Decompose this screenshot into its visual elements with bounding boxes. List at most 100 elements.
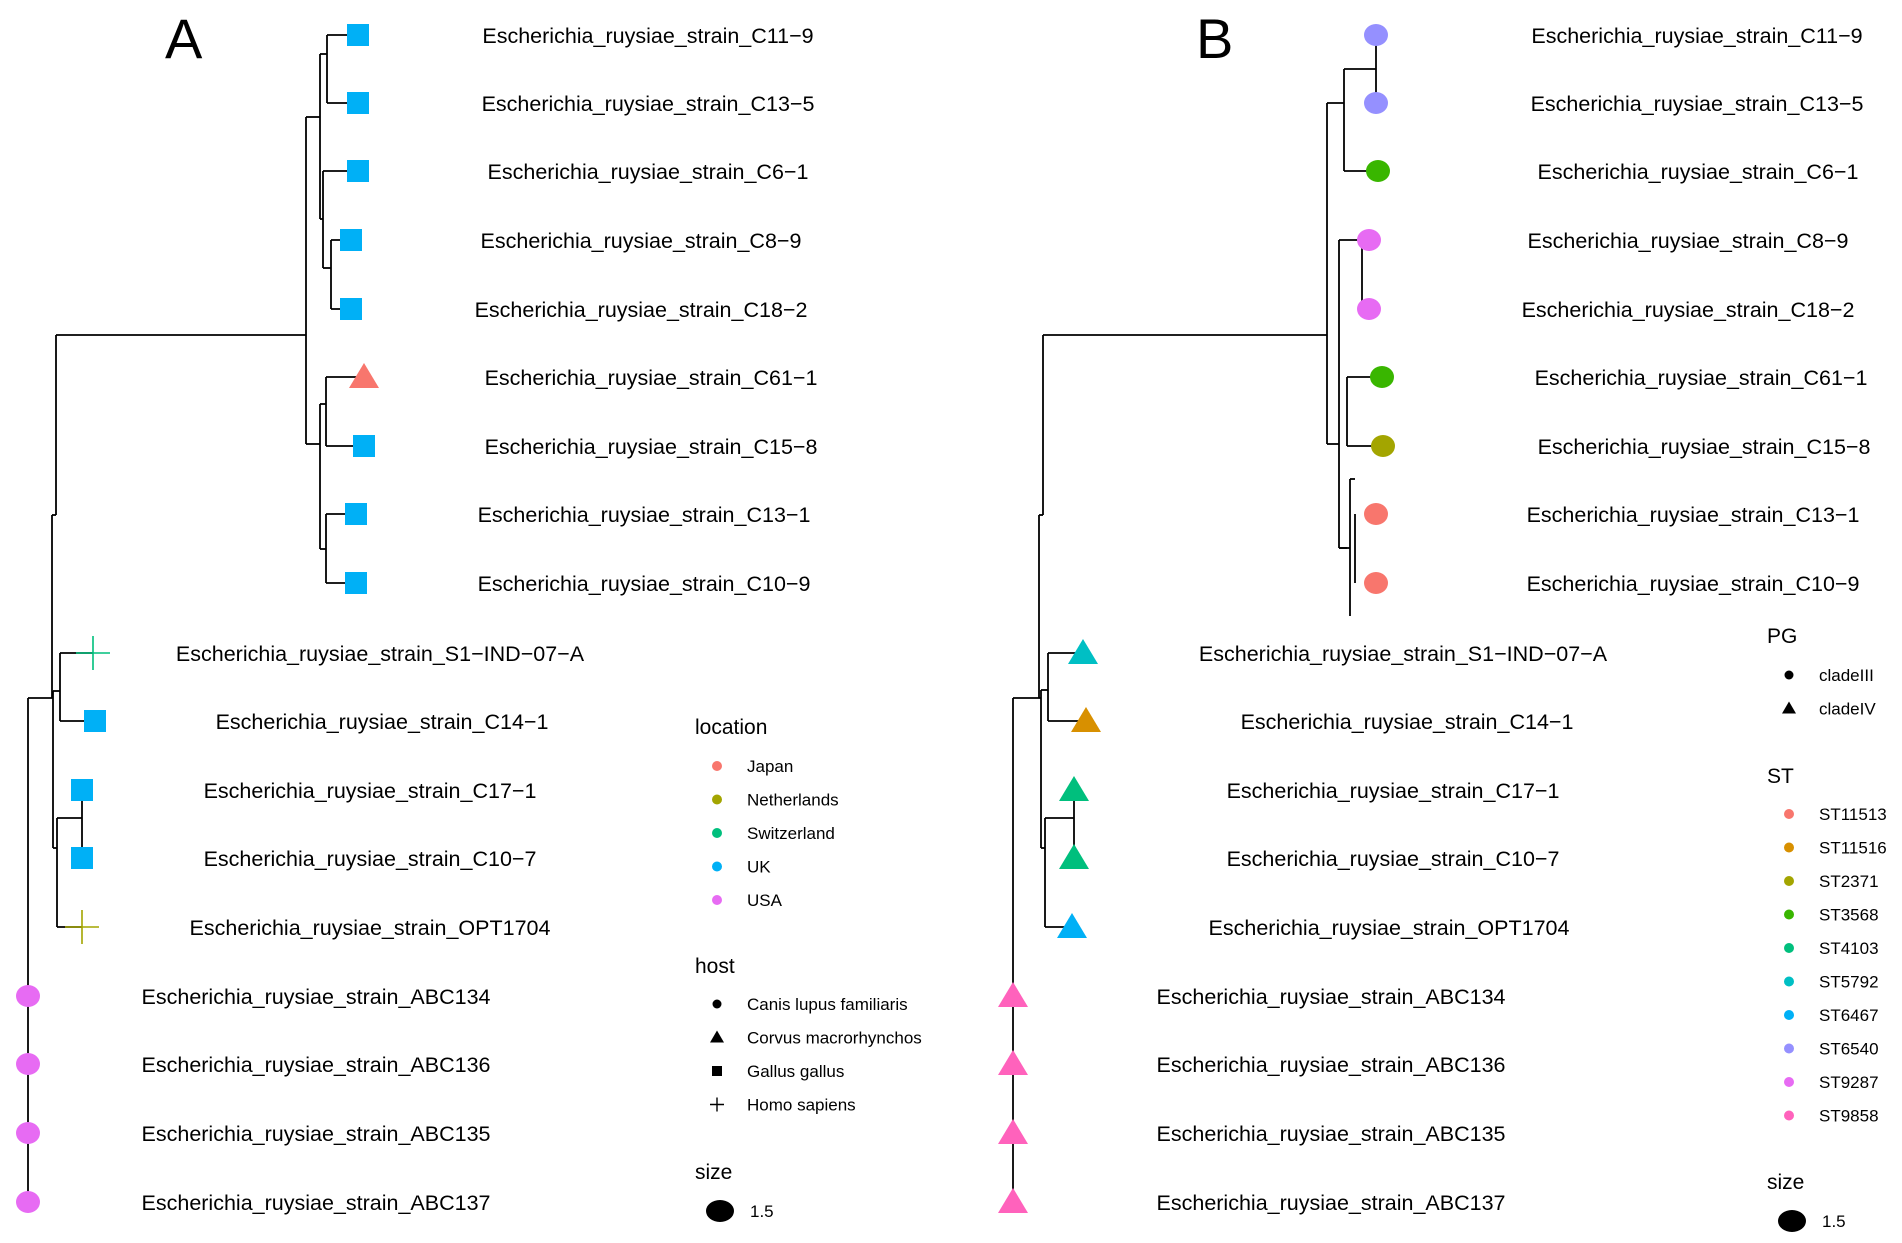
tip-marker-c18-2 [340,298,362,320]
tip-marker-c6-1 [1366,160,1390,182]
tip-label: Escherichia_ruysiae_strain_OPT1704 [190,916,551,940]
tip-label: Escherichia_ruysiae_strain_ABC135 [1157,1122,1506,1146]
legend-key-homo-sapiens [710,1097,724,1112]
legend-key-cladeiii [1784,670,1794,680]
tip-label: Escherichia_ruysiae_strain_C6−1 [488,160,809,184]
legend-label-st3568: ST3568 [1819,906,1879,925]
legend-key-corvus-macrorhynchos [710,1030,724,1043]
legend-label-japan: Japan [747,757,793,776]
tip-label: Escherichia_ruysiae_strain_C13−5 [482,92,815,116]
tip-label: Escherichia_ruysiae_strain_OPT1704 [1209,916,1570,940]
tip-label: Escherichia_ruysiae_strain_C13−5 [1531,92,1864,116]
legend-label-cladeiv: cladeIV [1819,700,1876,719]
legend-label-st6467: ST6467 [1819,1006,1879,1025]
tip-marker-abc136 [16,1053,40,1075]
legend-label-st2371: ST2371 [1819,872,1879,891]
legend-label-gallus-gallus: Gallus gallus [747,1062,844,1081]
legend-key-canis-lupus-familiaris [712,999,722,1009]
legend-title-size: size [695,1161,732,1184]
tip-marker-abc137 [998,1188,1028,1213]
tip-label: Escherichia_ruysiae_strain_ABC137 [1157,1191,1506,1215]
tip-marker-c13-1 [1364,503,1388,525]
tip-label: Escherichia_ruysiae_strain_C15−8 [485,435,818,459]
legend-title-location: location [695,716,767,739]
legend-key-st4103 [1784,943,1794,953]
tip-marker-c10-9 [1364,572,1388,594]
tip-label: Escherichia_ruysiae_strain_C13−1 [1527,503,1860,527]
legend-key-cladeiv [1782,701,1796,714]
tip-label: Escherichia_ruysiae_strain_ABC136 [142,1053,491,1077]
legend-key-st3568 [1784,909,1794,920]
tip-marker-c15-8 [1371,435,1395,457]
tip-marker-abc135 [998,1119,1028,1144]
tip-label: Escherichia_ruysiae_strain_C61−1 [485,366,818,390]
legend-label-1-5: 1.5 [1822,1212,1846,1231]
tip-marker-abc136 [998,1050,1028,1075]
tip-label: Escherichia_ruysiae_strain_C10−7 [204,847,537,871]
tip-label: Escherichia_ruysiae_strain_C61−1 [1535,366,1868,390]
legend-label-corvus-macrorhynchos: Corvus macrorhynchos [747,1029,922,1048]
tip-marker-c17-1 [71,779,93,801]
tip-label: Escherichia_ruysiae_strain_C18−2 [1522,298,1855,322]
legend-key-st6540 [1784,1043,1794,1054]
tip-marker-c10-9 [345,572,367,594]
legend-key-netherlands [712,794,722,805]
tip-label: Escherichia_ruysiae_strain_C11−9 [1531,24,1862,48]
tip-label: Escherichia_ruysiae_strain_C14−1 [1241,710,1574,734]
tip-label: Escherichia_ruysiae_strain_C18−2 [475,298,808,322]
tip-marker-abc134 [16,985,40,1007]
panel-b-tip-labels: Escherichia_ruysiae_strain_C11−9 Escheric… [1157,24,1871,1215]
tip-marker-abc135 [16,1122,40,1144]
tip-marker-s1-ind-07-a [76,636,110,670]
panel-a-tip-markers [16,24,379,1213]
tip-marker-c10-7 [1059,844,1089,869]
tip-label: Escherichia_ruysiae_strain_C14−1 [216,710,549,734]
panel-a-tree [27,34,364,1202]
legend-label-st4103: ST4103 [1819,939,1879,958]
tip-marker-c17-1 [1059,776,1089,801]
legend-key-st11516 [1784,842,1794,853]
tip-label: Escherichia_ruysiae_strain_C8−9 [1528,229,1849,253]
tip-label: Escherichia_ruysiae_strain_ABC136 [1157,1053,1506,1077]
tip-label: Escherichia_ruysiae_strain_C17−1 [1227,779,1560,803]
legend-label-uk: UK [747,858,771,877]
legend-label-st9858: ST9858 [1819,1107,1879,1126]
legend-key-japan [712,761,722,771]
legend-label-netherlands: Netherlands [747,791,839,810]
legend-label-canis-lupus-familiaris: Canis lupus familiaris [747,995,908,1014]
legend-label-1-5: 1.5 [750,1202,774,1221]
legend-label-cladeiii: cladeIII [1819,666,1874,685]
tip-label: Escherichia_ruysiae_strain_C11−9 [482,24,813,48]
tip-label: Escherichia_ruysiae_strain_ABC134 [1157,985,1506,1009]
legend-key-uk [712,861,722,872]
tip-marker-s1-ind-07-a [1068,639,1098,664]
tip-label: Escherichia_ruysiae_strain_C15−8 [1538,435,1871,459]
legend-key-st5792 [1784,976,1794,987]
tip-marker-c10-7 [71,847,93,869]
legend-key-1-5 [1778,1210,1806,1232]
legend-key-st9858 [1784,1110,1794,1121]
tip-label: Escherichia_ruysiae_strain_ABC134 [142,985,491,1009]
tip-label: Escherichia_ruysiae_strain_C17−1 [204,779,537,803]
legend-label-st5792: ST5792 [1819,973,1879,992]
legend-key-usa [712,895,722,905]
legend-label-st9287: ST9287 [1819,1073,1879,1092]
legend-key-st2371 [1784,876,1794,886]
panel-b-tip-markers [998,24,1395,1213]
tip-marker-c8-9 [340,229,362,251]
tip-label: Escherichia_ruysiae_strain_C10−9 [478,572,811,596]
tip-label: Escherichia_ruysiae_strain_ABC135 [142,1122,491,1146]
legend-title-pg: PG [1767,625,1797,648]
tip-marker-c14-1 [1071,707,1101,732]
tip-marker-abc137 [16,1191,40,1213]
tip-marker-c14-1 [84,710,106,732]
tip-label: Escherichia_ruysiae_strain_C8−9 [481,229,802,253]
tip-marker-c18-2 [1357,298,1381,320]
tip-marker-opt1704 [65,910,99,944]
tip-marker-c61-1 [1370,366,1394,388]
tip-label: Escherichia_ruysiae_strain_C10−7 [1227,847,1560,871]
tip-label: Escherichia_ruysiae_strain_C13−1 [478,503,811,527]
legend-key-1-5 [706,1200,734,1222]
legend-key-st9287 [1784,1077,1794,1087]
